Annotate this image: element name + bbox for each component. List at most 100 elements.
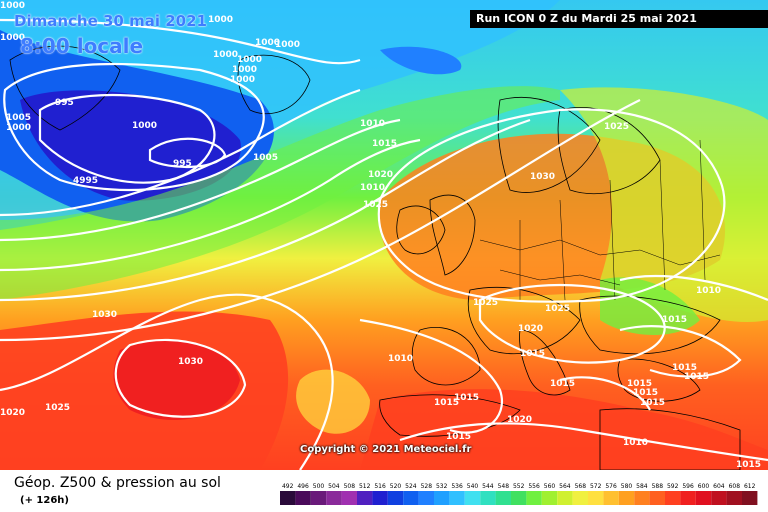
scale-tick-label: 592 <box>667 483 679 490</box>
isobar-label: 1000 <box>6 123 31 133</box>
scale-swatch <box>526 491 542 505</box>
isobar-label: 1025 <box>604 122 629 132</box>
pressure-map: 1000 1000 1000 1000 1000 1000 1000 1000 … <box>0 0 768 470</box>
scale-swatch <box>618 491 635 505</box>
scale-swatch <box>557 491 573 505</box>
isobar-label: 1000 <box>230 75 255 85</box>
scale-swatch <box>665 491 681 505</box>
isobar-label: 1000 <box>0 1 25 11</box>
isobar-label: 1010 <box>360 119 385 129</box>
scale-tick-label: 596 <box>682 483 694 490</box>
scale-tick-label: 504 <box>328 483 340 490</box>
scale-swatch <box>480 491 496 505</box>
scale-tick-label: 496 <box>297 483 309 490</box>
scale-swatch <box>711 491 727 505</box>
scale-swatch <box>310 491 327 505</box>
scale-tick-label: 552 <box>513 483 525 490</box>
scale-swatch <box>695 491 712 505</box>
scale-tick-label: 580 <box>621 483 633 490</box>
isobar-label: 1020 <box>507 415 532 425</box>
scale-tick-label: 600 <box>698 483 710 490</box>
scale-swatch <box>341 491 357 505</box>
isobar-label: 1000 <box>232 65 257 75</box>
scale-swatch <box>372 491 388 505</box>
scale-tick-label: 500 <box>313 483 325 490</box>
isobar-label: 1010 <box>360 183 385 193</box>
scale-tick-label: 536 <box>451 483 463 490</box>
isobar-label: 1005 <box>253 153 278 163</box>
isobar-label: 1015 <box>627 379 652 389</box>
isobar-label: 1005 <box>6 113 31 123</box>
scale-swatch <box>434 491 450 505</box>
scale-swatch <box>541 491 558 505</box>
model-run-label: Run ICON 0 Z du Mardi 25 mai 2021 <box>470 10 768 28</box>
isobar-label: 1020 <box>0 408 25 418</box>
isobar-label: 1015 <box>662 315 687 325</box>
scale-swatch <box>511 491 527 505</box>
scale-swatch <box>464 491 481 505</box>
isobar-label: 995 <box>55 98 74 108</box>
scale-tick-label: 512 <box>359 483 371 490</box>
scale-tick-label: 528 <box>421 483 433 490</box>
scale-swatch <box>572 491 588 505</box>
scale-tick-label: 548 <box>498 483 510 490</box>
scale-tick-label: 524 <box>405 483 417 490</box>
scale-tick-label: 540 <box>467 483 479 490</box>
scale-swatch <box>387 491 404 505</box>
scale-tick-label: 584 <box>636 483 648 490</box>
isobar-label: 1000 <box>213 50 238 60</box>
isobar-label: 1000 <box>237 55 262 65</box>
isobar-label: 1015 <box>446 432 471 442</box>
isobar-label: 1000 <box>275 40 300 50</box>
isobar-label: 1010 <box>623 438 648 448</box>
scale-swatch <box>680 491 696 505</box>
copyright-notice: Copyright © 2021 Meteociel.fr <box>300 444 472 455</box>
isobar-label: 1015 <box>550 379 575 389</box>
isobar-label: 1000 <box>132 121 157 131</box>
scale-tick-label: 532 <box>436 483 448 490</box>
scale-tick-label: 544 <box>482 483 494 490</box>
isobar-label: 1030 <box>178 357 203 367</box>
scale-tick-label: 556 <box>528 483 540 490</box>
scale-tick-label: 576 <box>605 483 617 490</box>
isobar-label: 1025 <box>45 403 70 413</box>
scale-swatch <box>588 491 604 505</box>
forecast-time: 8:00 locale <box>20 34 144 58</box>
scale-tick-label: 520 <box>390 483 402 490</box>
scale-tick-label: 508 <box>344 483 356 490</box>
isobar-label: 1025 <box>545 304 570 314</box>
isobar-label: 1030 <box>530 172 555 182</box>
isobar-label: 1010 <box>696 286 721 296</box>
scale-swatch <box>634 491 650 505</box>
isobar-label: 1015 <box>434 398 459 408</box>
scale-swatch <box>495 491 511 505</box>
scale-tick-label: 604 <box>713 483 725 490</box>
isobar-label: 4995 <box>73 176 98 186</box>
isobar-label: 1000 <box>255 38 280 48</box>
isobar-label: 1025 <box>473 298 498 308</box>
isobar-label: 1015 <box>454 393 479 403</box>
scale-swatch <box>649 491 665 505</box>
isobar-label: 1015 <box>684 372 709 382</box>
scale-tick-label: 564 <box>559 483 571 490</box>
scale-tick-label: 568 <box>575 483 587 490</box>
isobar-label: 1015 <box>736 460 761 470</box>
scale-tick-label: 492 <box>282 483 294 490</box>
scale-swatch <box>603 491 619 505</box>
color-scale-legend: 492 496 500 504 508 512 516 520 524 528 532 536 540 5… <box>280 483 758 505</box>
scale-swatch <box>403 491 419 505</box>
isobar-label: 1015 <box>372 139 397 149</box>
isobar-label: 1000 <box>208 15 233 25</box>
isobar-label: 1015 <box>672 363 697 373</box>
isobar-label: 1020 <box>368 170 393 180</box>
scale-tick-label: 516 <box>374 483 386 490</box>
forecast-date: Dimanche 30 mai 2021 <box>14 12 207 30</box>
isobar-label: 1010 <box>388 354 413 364</box>
isobar-label: 1000 <box>0 33 25 43</box>
scale-tick-label: 588 <box>652 483 664 490</box>
scale-swatch <box>449 491 465 505</box>
scale-swatch <box>418 491 434 505</box>
isobar-label: 1015 <box>640 398 665 408</box>
scale-swatch <box>726 491 742 505</box>
